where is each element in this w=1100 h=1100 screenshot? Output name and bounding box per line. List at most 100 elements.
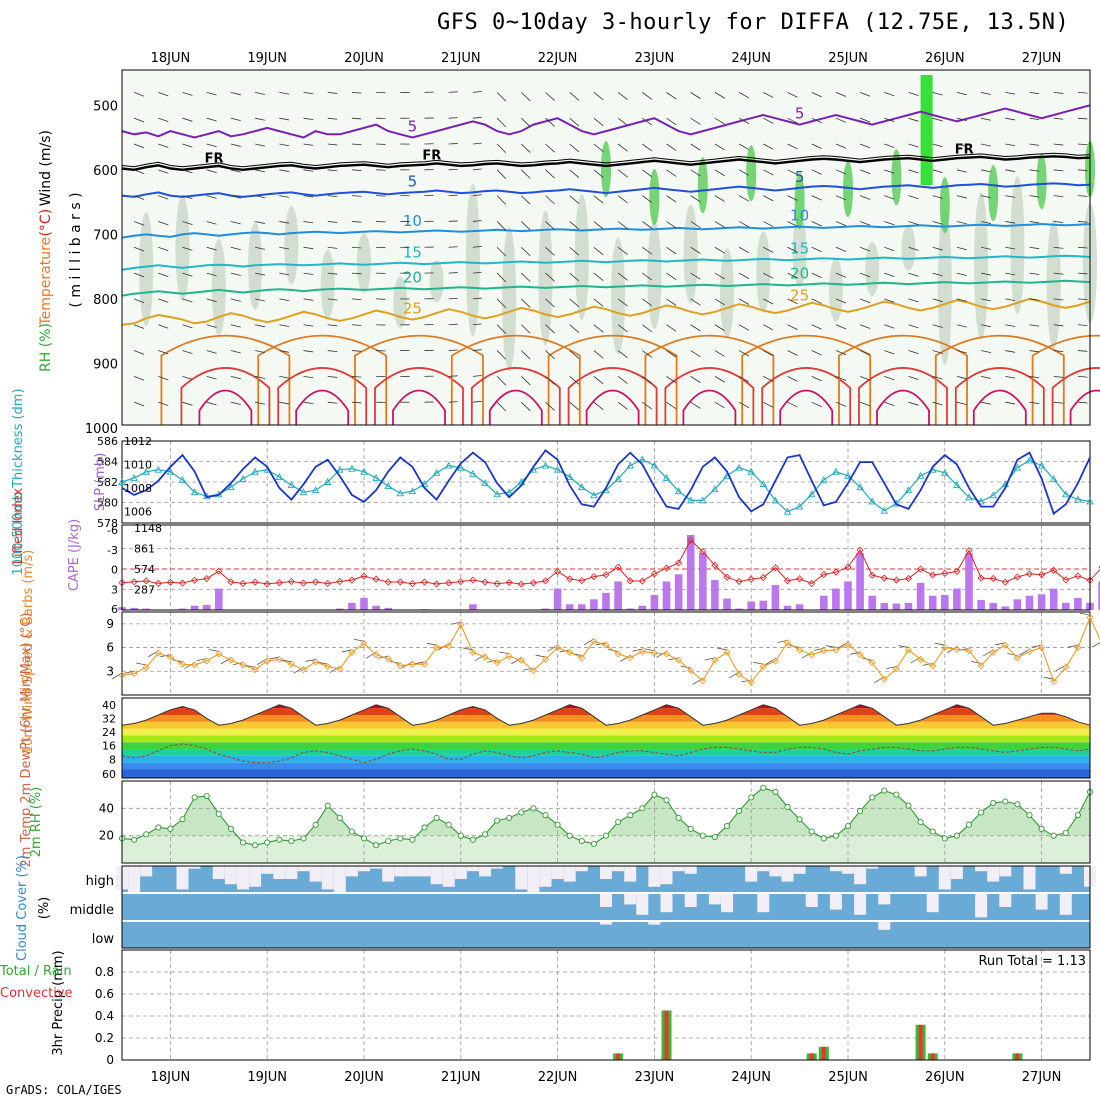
pressure-tick: 800 bbox=[93, 293, 118, 308]
thickness-point bbox=[699, 496, 707, 504]
cape-bar bbox=[856, 552, 864, 610]
wind-barb bbox=[666, 92, 677, 100]
rh-point bbox=[276, 836, 283, 843]
surface-wind-barb bbox=[741, 679, 752, 683]
wind-barb bbox=[593, 324, 604, 333]
temperature-band bbox=[122, 728, 1090, 736]
wind-barb bbox=[1029, 169, 1040, 172]
thickness-point bbox=[977, 497, 985, 505]
rh-shade bbox=[139, 212, 154, 327]
precip-conv-label: Convective bbox=[0, 986, 73, 1001]
wind-barb bbox=[690, 221, 701, 229]
wind-barb bbox=[714, 324, 725, 331]
wind-barb bbox=[763, 401, 774, 408]
wind-speed-point bbox=[215, 650, 223, 658]
rh-point bbox=[760, 784, 767, 791]
rh-point bbox=[1038, 825, 1045, 832]
precip-convective-bar bbox=[930, 1053, 935, 1060]
wind-barb bbox=[908, 246, 919, 251]
wind-barb bbox=[690, 195, 701, 203]
precip-convective-bar bbox=[664, 1010, 669, 1060]
wind-barb bbox=[182, 350, 193, 355]
lifted-index-point bbox=[941, 569, 949, 577]
wind-barb bbox=[690, 92, 701, 99]
cloud-gap bbox=[793, 866, 806, 874]
lifted-index-point bbox=[1013, 573, 1021, 581]
wind-frame bbox=[121, 611, 1091, 696]
rh-point bbox=[409, 836, 416, 843]
cloud-gap bbox=[624, 866, 637, 882]
wind-barb bbox=[496, 272, 507, 283]
wind-barb bbox=[545, 401, 555, 411]
wind-barb bbox=[327, 298, 338, 301]
cloud-gap bbox=[708, 894, 721, 905]
wind-barb bbox=[956, 350, 967, 354]
wind-barb bbox=[787, 272, 798, 279]
wind-barb bbox=[545, 376, 555, 385]
wind-barb bbox=[714, 376, 725, 383]
lifted-index-point bbox=[820, 570, 828, 579]
lifted-index-point bbox=[517, 580, 525, 588]
wind-speed-point bbox=[614, 650, 622, 658]
wind-speed-point bbox=[917, 655, 925, 663]
wind-barb bbox=[1077, 272, 1088, 275]
wind-barb bbox=[617, 221, 628, 230]
cloud-level-label: low bbox=[92, 932, 115, 947]
wind-barb bbox=[1077, 221, 1088, 223]
rh-shade bbox=[502, 227, 517, 372]
wind-barb bbox=[811, 195, 822, 201]
wind-barb bbox=[521, 143, 531, 153]
wind-barb bbox=[133, 350, 145, 355]
wind-barb bbox=[279, 324, 290, 327]
cloud-gap bbox=[757, 866, 770, 872]
wind-speed-point bbox=[554, 644, 562, 652]
cloud-gap bbox=[394, 866, 407, 877]
wind-barb bbox=[835, 195, 847, 201]
rh-point bbox=[699, 832, 706, 839]
wind-barb bbox=[617, 350, 628, 359]
upper-ylabel-part: Temperature bbox=[38, 237, 54, 327]
wind-barb bbox=[133, 298, 145, 304]
thickness-point bbox=[299, 488, 308, 496]
surface-wind-barb bbox=[668, 657, 679, 661]
rh-point bbox=[252, 842, 259, 849]
wind-barb bbox=[569, 117, 580, 127]
date-label-bottom: 24JUN bbox=[731, 1070, 771, 1085]
date-label-top: 26JUN bbox=[925, 51, 965, 66]
wind-barb bbox=[158, 298, 169, 303]
cape-bar bbox=[928, 595, 937, 610]
rh-point bbox=[929, 828, 936, 835]
wind-barb bbox=[1029, 143, 1040, 146]
wind-barb bbox=[158, 272, 169, 277]
rh-point bbox=[1014, 801, 1021, 808]
slp-axis-label: SLP (mb) bbox=[93, 453, 108, 512]
wind-barb bbox=[133, 401, 145, 407]
temperature-tick: 60 bbox=[102, 768, 116, 781]
cloud-gap bbox=[781, 866, 794, 882]
wind-barb bbox=[932, 143, 943, 148]
cloud-gap bbox=[866, 866, 879, 869]
rh-point bbox=[832, 832, 839, 839]
wind-speed-point bbox=[977, 662, 985, 670]
temperature-band bbox=[122, 708, 1090, 716]
wind-speed-point bbox=[505, 652, 513, 660]
grads-credit: GrADS: COLA/IGES bbox=[6, 1083, 122, 1097]
temperature-band bbox=[122, 755, 1090, 763]
cloud-gap bbox=[878, 894, 891, 905]
slp-tick: 1012 bbox=[124, 435, 152, 448]
wind-barb bbox=[714, 143, 725, 151]
wind-barb bbox=[932, 375, 943, 380]
thickness-point bbox=[227, 483, 235, 491]
boundary-isotherm bbox=[761, 367, 852, 425]
wind-barb bbox=[1005, 169, 1016, 172]
lifted-index-point bbox=[336, 577, 344, 586]
wind-barb bbox=[738, 92, 750, 99]
wind-barb bbox=[303, 375, 314, 379]
lifted-index-point bbox=[505, 578, 513, 587]
cloud-gap bbox=[479, 866, 491, 877]
wind-barb bbox=[981, 401, 991, 405]
boundary-isotherm bbox=[295, 389, 350, 425]
thickness-point bbox=[807, 490, 816, 498]
rh-point bbox=[433, 814, 440, 821]
boundary-isotherm bbox=[354, 334, 484, 425]
